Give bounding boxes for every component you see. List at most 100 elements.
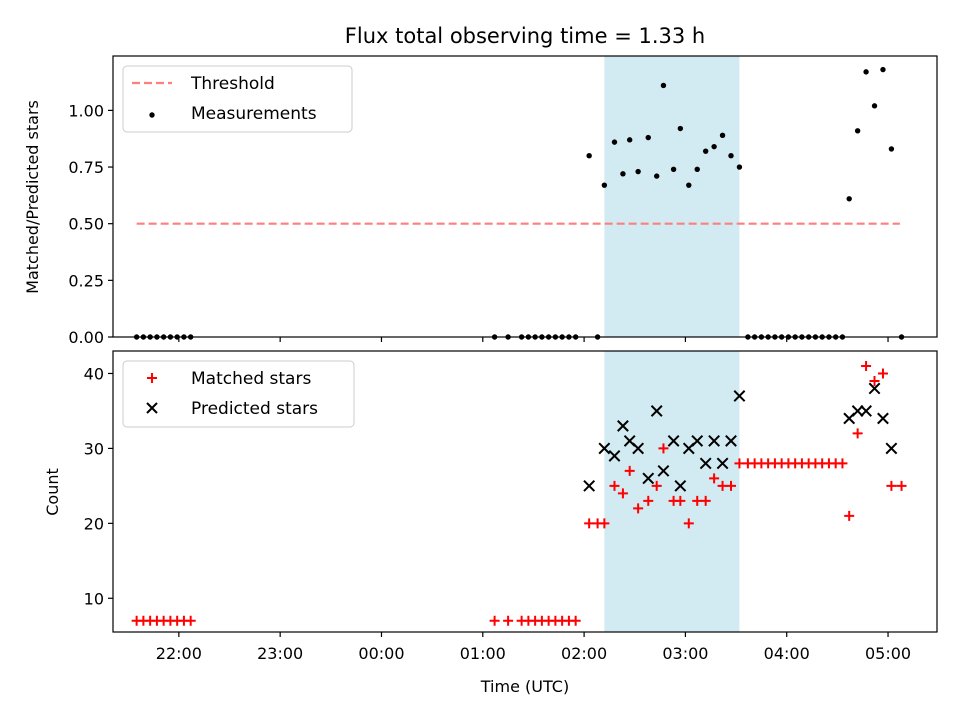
y-tick-label: 20 bbox=[84, 514, 104, 533]
measurement-point bbox=[654, 173, 660, 179]
highlight-span bbox=[604, 351, 740, 632]
matched-stars-point bbox=[837, 458, 848, 469]
matched-stars-point bbox=[692, 495, 703, 506]
matched-stars-point bbox=[617, 488, 628, 499]
predicted-stars-point bbox=[691, 435, 704, 447]
measurement-point bbox=[863, 69, 869, 75]
bottom-y-axis-label: Count bbox=[43, 468, 62, 516]
legend-box bbox=[122, 65, 353, 133]
y-tick-label: 1.00 bbox=[68, 101, 104, 120]
matched-stars-point bbox=[886, 480, 897, 491]
measurement-point bbox=[601, 182, 608, 188]
measurement-point bbox=[711, 143, 717, 150]
predicted-stars-point bbox=[642, 472, 655, 485]
matched-stars-point bbox=[861, 360, 872, 371]
predicted-stars-point bbox=[733, 390, 746, 402]
legend-label: Matched stars bbox=[191, 369, 311, 389]
legend-label: Threshold bbox=[190, 74, 275, 94]
matched-stars-point bbox=[185, 615, 196, 626]
measurement-point bbox=[626, 137, 633, 143]
matched-stars-point bbox=[643, 495, 654, 506]
measurement-point bbox=[586, 153, 592, 159]
predicted-stars-point bbox=[674, 479, 687, 492]
x-tick-label: 00:00 bbox=[358, 644, 404, 663]
matched-stars-point bbox=[683, 518, 694, 529]
matched-stars-point bbox=[726, 480, 736, 491]
predicted-stars-point bbox=[583, 479, 596, 492]
y-tick-label: 0.00 bbox=[68, 328, 104, 347]
predicted-stars-point bbox=[708, 435, 721, 447]
predicted-stars-point bbox=[650, 405, 663, 417]
measurement-point bbox=[611, 139, 618, 145]
predicted-stars-point bbox=[885, 442, 898, 455]
measurement-point bbox=[620, 171, 626, 177]
measurement-point bbox=[694, 166, 700, 173]
measurement-point bbox=[854, 128, 861, 134]
measurement-point bbox=[645, 134, 651, 141]
measurement-point bbox=[719, 132, 726, 139]
predicted-stars-point bbox=[851, 405, 864, 417]
y-tick-label: 40 bbox=[84, 364, 104, 383]
series-plus bbox=[131, 360, 907, 626]
measurement-point bbox=[728, 153, 734, 159]
matched-stars-point bbox=[852, 428, 863, 439]
top-y-axis-label: Matched/Predicted stars bbox=[23, 100, 42, 294]
series-x bbox=[583, 382, 898, 492]
axes-frame bbox=[112, 350, 938, 633]
measurement-point bbox=[846, 196, 852, 202]
predicted-stars-point bbox=[868, 382, 881, 395]
predicted-stars-point bbox=[667, 435, 680, 447]
predicted-stars-point bbox=[716, 457, 729, 470]
matched-stars-point bbox=[584, 518, 595, 529]
x-tick-label: 23:00 bbox=[257, 644, 303, 663]
y-tick-label: 10 bbox=[84, 589, 104, 608]
x-tick-label: 01:00 bbox=[460, 644, 506, 663]
matched-stars-point bbox=[570, 615, 581, 626]
x-tick-label: 22:00 bbox=[156, 644, 202, 663]
matched-stars-point bbox=[624, 465, 635, 476]
measurement-point bbox=[677, 125, 684, 132]
x-tick-label: 02:00 bbox=[561, 644, 607, 663]
matched-stars-point bbox=[700, 495, 711, 506]
matched-stars-point bbox=[609, 480, 620, 491]
top-panel: 0.00 0.25 0.50 0.75 1.00 Threshold Measurement… bbox=[68, 55, 938, 347]
measurement-point bbox=[702, 148, 709, 154]
x-tick-label: 05:00 bbox=[865, 644, 911, 663]
predicted-stars-point bbox=[598, 442, 611, 455]
predicted-stars-point bbox=[608, 449, 621, 462]
legend-box bbox=[122, 360, 355, 428]
predicted-stars-point bbox=[877, 412, 889, 425]
matched-stars-point bbox=[599, 518, 610, 529]
matched-stars-point bbox=[489, 615, 500, 626]
measurement-point bbox=[670, 166, 677, 173]
matched-stars-point bbox=[651, 480, 662, 491]
matched-stars-point bbox=[675, 495, 686, 506]
legend-label: Measurements bbox=[191, 104, 317, 124]
measurement-point bbox=[871, 103, 878, 109]
y-tick-label: 0.25 bbox=[68, 271, 104, 290]
measurement-point bbox=[635, 168, 641, 175]
matched-stars-point bbox=[717, 480, 728, 491]
measurement-point bbox=[880, 66, 886, 73]
legend-measurements-swatch bbox=[149, 112, 155, 118]
axes-frame bbox=[112, 55, 938, 338]
legend-predicted-swatch bbox=[146, 402, 158, 414]
matched-stars-point bbox=[877, 368, 888, 379]
y-tick-label: 30 bbox=[84, 439, 104, 458]
highlight-span bbox=[604, 56, 740, 337]
predicted-stars-point bbox=[699, 457, 712, 470]
measurement-point bbox=[888, 146, 895, 152]
measurement-point bbox=[736, 164, 743, 170]
x-tick-label: 03:00 bbox=[662, 644, 708, 663]
x-axis-label: Time (UTC) bbox=[480, 677, 569, 696]
bottom-panel: 10 20 30 40 22:00 23:00 00:00 01:00 02:00 03:00 04… bbox=[84, 350, 938, 663]
chart-title: Flux total observing time = 1.33 h bbox=[345, 24, 705, 48]
predicted-stars-point bbox=[657, 464, 670, 477]
measurement-point bbox=[686, 182, 692, 188]
predicted-stars-point bbox=[725, 435, 737, 447]
predicted-stars-point bbox=[860, 405, 872, 417]
matched-stars-point bbox=[633, 503, 644, 514]
measurement-point bbox=[660, 82, 667, 89]
x-tick-label: 04:00 bbox=[764, 644, 810, 663]
